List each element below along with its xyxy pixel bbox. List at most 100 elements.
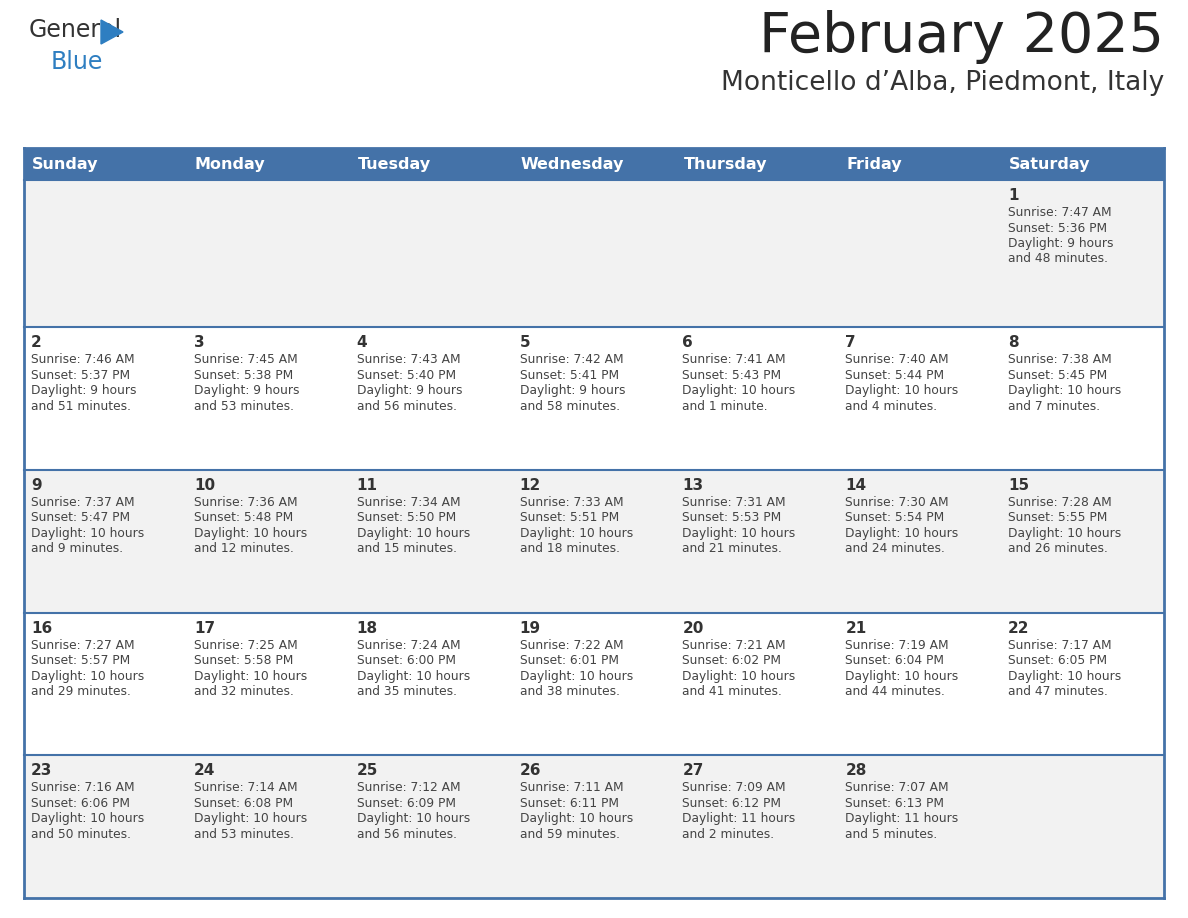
Text: Sunrise: 7:07 AM: Sunrise: 7:07 AM [846,781,949,794]
Text: Daylight: 10 hours: Daylight: 10 hours [846,669,959,683]
Text: 14: 14 [846,478,866,493]
Text: Sunrise: 7:24 AM: Sunrise: 7:24 AM [356,639,460,652]
Text: Daylight: 10 hours: Daylight: 10 hours [1009,385,1121,397]
Text: Sunset: 6:02 PM: Sunset: 6:02 PM [682,655,782,667]
Text: Sunrise: 7:36 AM: Sunrise: 7:36 AM [194,496,297,509]
Text: Daylight: 10 hours: Daylight: 10 hours [682,385,796,397]
Text: Sunset: 6:01 PM: Sunset: 6:01 PM [519,655,619,667]
Text: Daylight: 10 hours: Daylight: 10 hours [519,527,633,540]
Text: Sunset: 6:09 PM: Sunset: 6:09 PM [356,797,456,810]
Text: Sunset: 5:54 PM: Sunset: 5:54 PM [846,511,944,524]
Text: Daylight: 10 hours: Daylight: 10 hours [194,527,308,540]
Text: and 47 minutes.: and 47 minutes. [1009,685,1108,698]
Text: 17: 17 [194,621,215,635]
Text: 21: 21 [846,621,866,635]
Text: Sunset: 5:43 PM: Sunset: 5:43 PM [682,369,782,382]
Text: Daylight: 9 hours: Daylight: 9 hours [194,385,299,397]
Text: 24: 24 [194,763,215,778]
Text: Sunrise: 7:42 AM: Sunrise: 7:42 AM [519,353,624,366]
Text: Sunset: 5:37 PM: Sunset: 5:37 PM [31,369,131,382]
Text: and 56 minutes.: and 56 minutes. [356,399,456,413]
Text: Daylight: 10 hours: Daylight: 10 hours [682,527,796,540]
Text: Sunrise: 7:34 AM: Sunrise: 7:34 AM [356,496,460,509]
Text: Sunset: 5:50 PM: Sunset: 5:50 PM [356,511,456,524]
Text: Sunset: 5:36 PM: Sunset: 5:36 PM [1009,221,1107,234]
Text: Friday: Friday [846,156,902,172]
FancyBboxPatch shape [24,756,1164,898]
Text: and 32 minutes.: and 32 minutes. [194,685,293,698]
Text: Sunset: 5:47 PM: Sunset: 5:47 PM [31,511,131,524]
Text: February 2025: February 2025 [759,10,1164,64]
Text: and 51 minutes.: and 51 minutes. [31,399,131,413]
Text: Sunrise: 7:47 AM: Sunrise: 7:47 AM [1009,206,1112,219]
FancyBboxPatch shape [24,612,1164,756]
Text: 26: 26 [519,763,541,778]
Text: General: General [29,18,122,42]
Text: and 41 minutes.: and 41 minutes. [682,685,783,698]
Text: and 44 minutes.: and 44 minutes. [846,685,946,698]
Text: 11: 11 [356,478,378,493]
Text: and 2 minutes.: and 2 minutes. [682,828,775,841]
Text: Sunrise: 7:30 AM: Sunrise: 7:30 AM [846,496,949,509]
Text: 10: 10 [194,478,215,493]
Text: and 26 minutes.: and 26 minutes. [1009,543,1108,555]
Text: Sunday: Sunday [32,156,99,172]
Text: Daylight: 10 hours: Daylight: 10 hours [846,385,959,397]
Text: Sunrise: 7:22 AM: Sunrise: 7:22 AM [519,639,624,652]
Text: Sunset: 5:40 PM: Sunset: 5:40 PM [356,369,456,382]
Text: Sunrise: 7:09 AM: Sunrise: 7:09 AM [682,781,786,794]
Text: Monday: Monday [195,156,265,172]
Text: 28: 28 [846,763,867,778]
Text: Sunrise: 7:17 AM: Sunrise: 7:17 AM [1009,639,1112,652]
FancyBboxPatch shape [676,148,839,180]
Text: and 58 minutes.: and 58 minutes. [519,399,620,413]
Text: and 29 minutes.: and 29 minutes. [31,685,131,698]
Text: Daylight: 10 hours: Daylight: 10 hours [1009,527,1121,540]
Text: 18: 18 [356,621,378,635]
Text: Sunset: 6:04 PM: Sunset: 6:04 PM [846,655,944,667]
Text: 2: 2 [31,335,42,350]
Text: Sunrise: 7:37 AM: Sunrise: 7:37 AM [31,496,134,509]
Text: Sunrise: 7:33 AM: Sunrise: 7:33 AM [519,496,624,509]
Text: Daylight: 10 hours: Daylight: 10 hours [194,812,308,825]
Text: and 38 minutes.: and 38 minutes. [519,685,620,698]
Text: Sunrise: 7:25 AM: Sunrise: 7:25 AM [194,639,298,652]
Text: 20: 20 [682,621,703,635]
Text: Sunrise: 7:11 AM: Sunrise: 7:11 AM [519,781,624,794]
Text: 5: 5 [519,335,530,350]
FancyBboxPatch shape [349,148,512,180]
Text: Daylight: 10 hours: Daylight: 10 hours [682,669,796,683]
Text: Sunset: 5:38 PM: Sunset: 5:38 PM [194,369,293,382]
Text: 3: 3 [194,335,204,350]
Text: Sunrise: 7:14 AM: Sunrise: 7:14 AM [194,781,297,794]
Text: and 56 minutes.: and 56 minutes. [356,828,456,841]
Text: Sunrise: 7:12 AM: Sunrise: 7:12 AM [356,781,460,794]
Text: Daylight: 11 hours: Daylight: 11 hours [846,812,959,825]
Text: 9: 9 [31,478,42,493]
Text: 23: 23 [31,763,52,778]
FancyBboxPatch shape [1001,148,1164,180]
Text: Sunrise: 7:41 AM: Sunrise: 7:41 AM [682,353,786,366]
Text: Daylight: 9 hours: Daylight: 9 hours [519,385,625,397]
Text: and 12 minutes.: and 12 minutes. [194,543,293,555]
Text: Daylight: 10 hours: Daylight: 10 hours [519,812,633,825]
FancyBboxPatch shape [187,148,349,180]
Text: and 53 minutes.: and 53 minutes. [194,828,293,841]
Text: Sunset: 5:41 PM: Sunset: 5:41 PM [519,369,619,382]
Text: Sunrise: 7:21 AM: Sunrise: 7:21 AM [682,639,786,652]
Text: Sunset: 5:51 PM: Sunset: 5:51 PM [519,511,619,524]
Text: and 50 minutes.: and 50 minutes. [31,828,131,841]
FancyBboxPatch shape [839,148,1001,180]
Text: Saturday: Saturday [1009,156,1091,172]
Text: and 48 minutes.: and 48 minutes. [1009,252,1108,265]
Text: Monticello d’Alba, Piedmont, Italy: Monticello d’Alba, Piedmont, Italy [721,70,1164,96]
Text: Sunset: 5:48 PM: Sunset: 5:48 PM [194,511,293,524]
Text: Daylight: 10 hours: Daylight: 10 hours [356,527,470,540]
Text: Blue: Blue [51,50,103,74]
Text: Wednesday: Wednesday [520,156,624,172]
FancyBboxPatch shape [24,327,1164,470]
Text: 25: 25 [356,763,378,778]
FancyBboxPatch shape [512,148,676,180]
Text: Sunrise: 7:38 AM: Sunrise: 7:38 AM [1009,353,1112,366]
Text: and 1 minute.: and 1 minute. [682,399,769,413]
